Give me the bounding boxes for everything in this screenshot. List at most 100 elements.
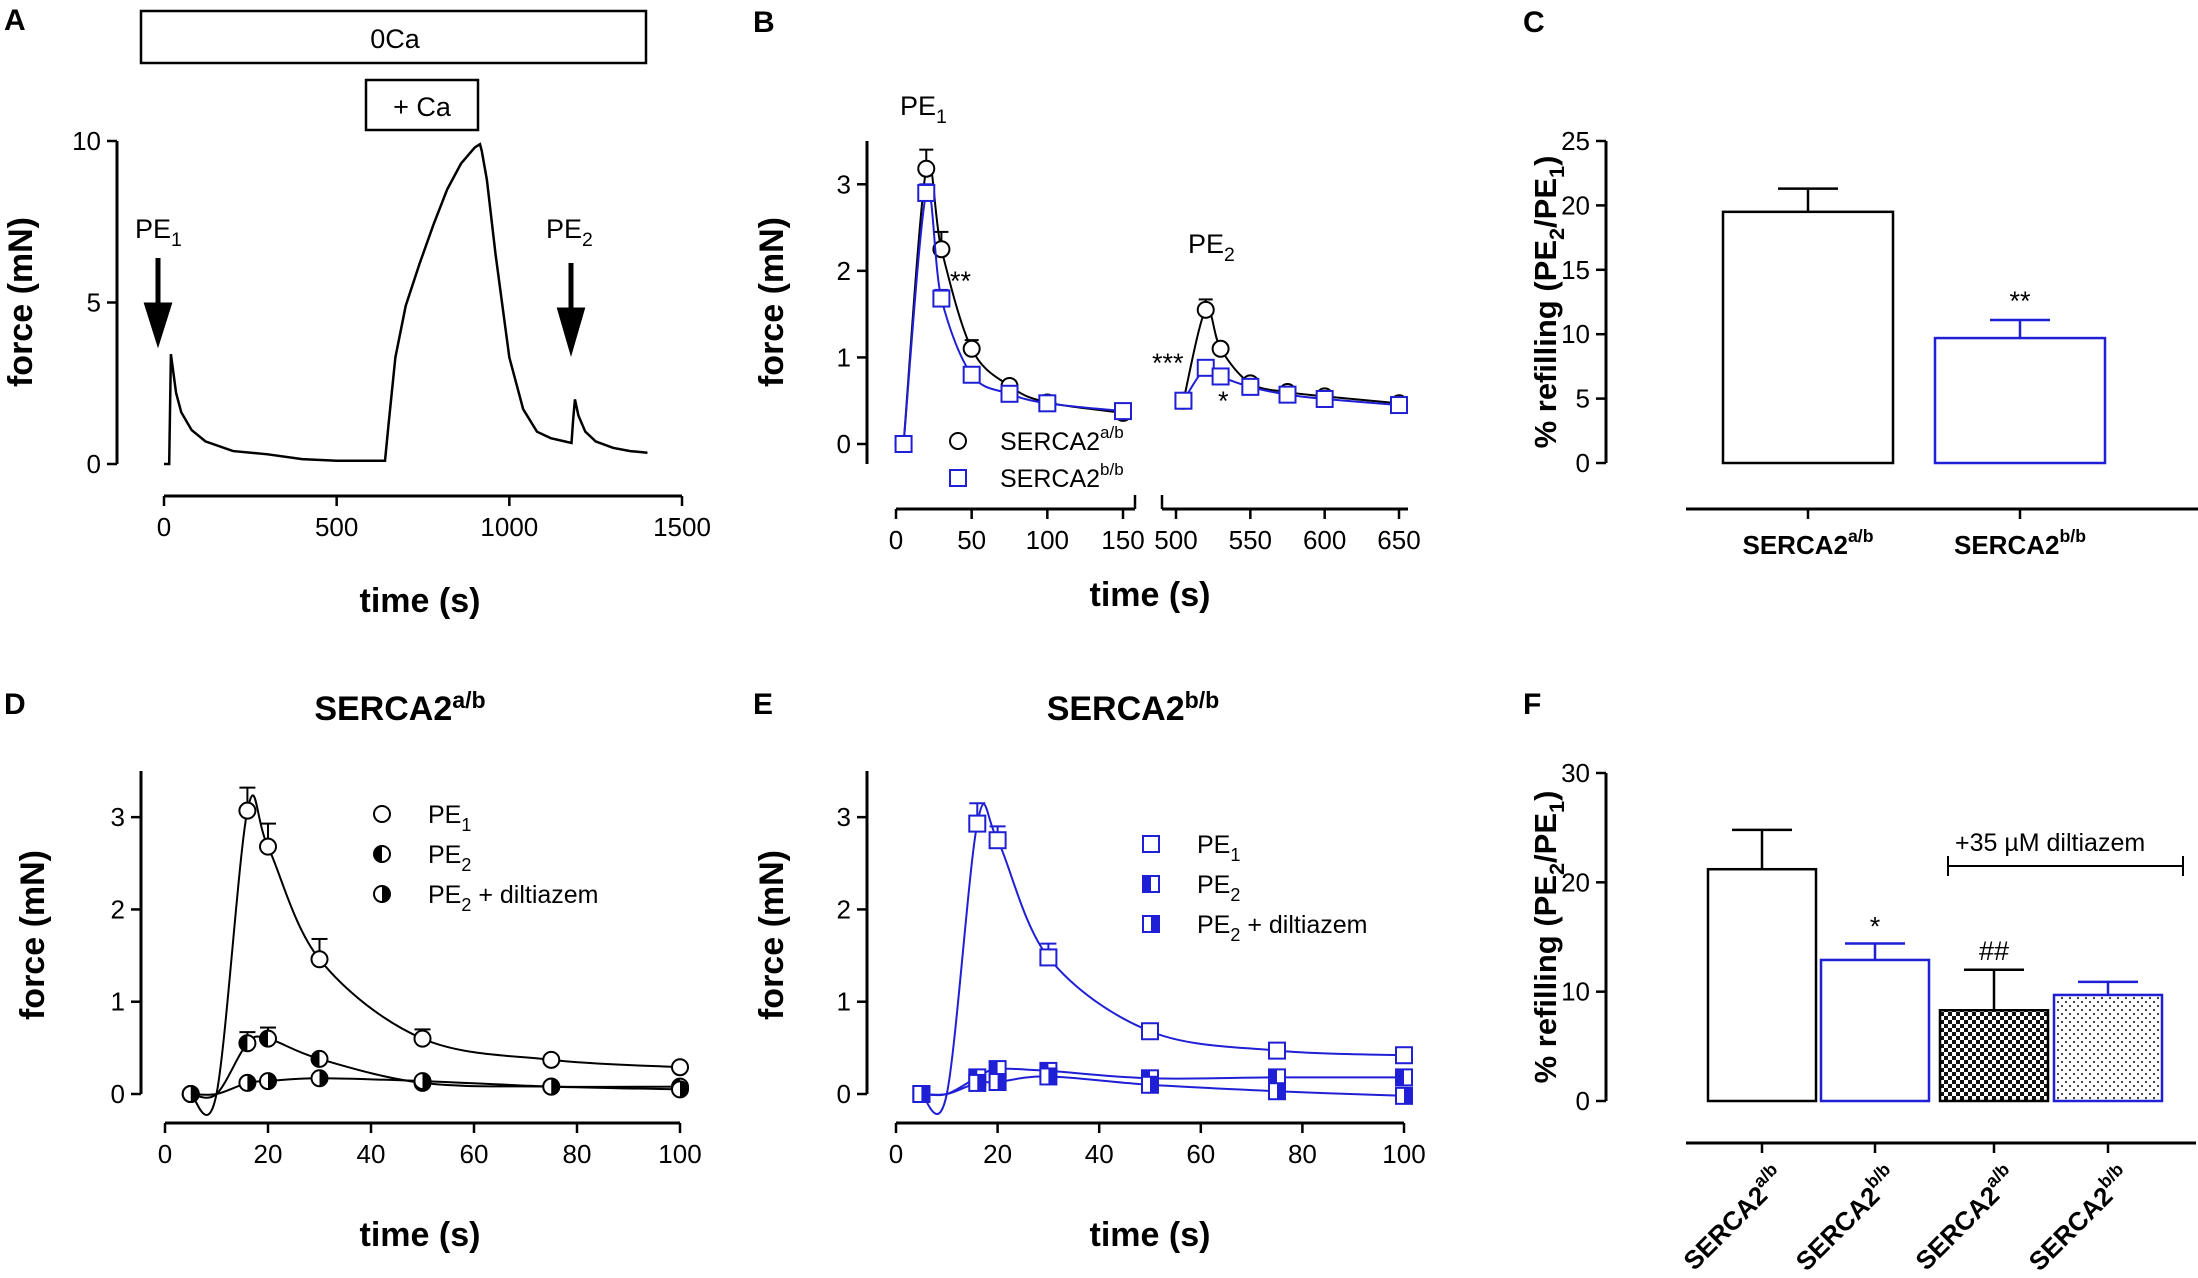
data-point (542, 1050, 561, 1069)
label-base: PE (428, 801, 461, 829)
x-tick-label: 40 (357, 1139, 386, 1169)
label-part: % refilling (PE (1528, 240, 1563, 448)
x-tick-label: 0 (157, 512, 171, 542)
marker-fill (551, 1078, 560, 1095)
b-data-point (1278, 385, 1297, 404)
b-data-point (962, 339, 981, 358)
marker-fill (382, 886, 390, 902)
data-point (1039, 948, 1058, 967)
category-label: SERCA2b/b (1787, 1159, 1905, 1277)
data-point (259, 1072, 277, 1091)
data-point (259, 837, 277, 856)
label-base: SERCA2 (1000, 465, 1100, 493)
y-tick-label: 0 (1576, 448, 1590, 478)
bar (2052, 993, 2164, 1103)
data-point (1141, 1022, 1159, 1041)
data-point (988, 831, 1007, 850)
label-part: /PE (1528, 178, 1563, 228)
label-base: PE (428, 841, 461, 869)
b-data-point (1038, 394, 1057, 413)
y-tick-label: 0 (1576, 1086, 1590, 1116)
category-label: SERCA2b/b (2020, 1159, 2138, 1277)
label-subscript: 1 (1230, 845, 1240, 865)
label-superscript: a/b (452, 687, 485, 713)
b-curve-left (902, 188, 1124, 445)
panel-label-c: C (1523, 6, 1545, 39)
fit-curve (189, 794, 681, 1116)
label-base: SERCA2 (1047, 690, 1185, 728)
marker-fill (977, 1074, 986, 1091)
b-sig-pe2-a: *** (1152, 348, 1184, 378)
d-title: SERCA2a/b (314, 687, 485, 728)
x-tick-label: 100 (1026, 525, 1069, 555)
b-data-point (1211, 339, 1230, 358)
y-tick-label: 0 (837, 1079, 851, 1109)
y-tick-label: 3 (837, 802, 851, 832)
b-data-point (1174, 391, 1193, 410)
legend-marker (1142, 875, 1160, 893)
legend-label: PE2 (1197, 871, 1240, 905)
x-tick-label: 60 (1186, 1139, 1215, 1169)
label-base: PE (1197, 911, 1230, 939)
label-part: ) (1528, 156, 1563, 166)
data-point (238, 1073, 257, 1092)
label-base: PE (900, 91, 936, 121)
y-tick-label: 1 (837, 987, 851, 1017)
a-pe2-arrow (556, 263, 586, 357)
x-tick-label: 550 (1229, 525, 1272, 555)
y-tick-label: 5 (1576, 384, 1590, 414)
marker-fill (989, 1061, 998, 1078)
data-point (968, 814, 987, 833)
x-tick-label: 0 (889, 1139, 903, 1169)
series-2 (181, 1069, 689, 1103)
c-sig-label: ** (2009, 286, 2031, 316)
b-legend-marker (949, 432, 967, 450)
y-tick-label: 30 (1561, 758, 1590, 788)
marker-fill (268, 1073, 276, 1090)
b-sig-pe2-b: * (1218, 386, 1229, 416)
panel-label-a: A (4, 4, 26, 37)
legend-marker (373, 805, 391, 823)
fit-curve (920, 803, 1405, 1115)
f-diltiazem-label: +35 µM diltiazem (1955, 829, 2145, 857)
panel-label-b: B (753, 6, 775, 39)
b-legend-label: SERCA2a/b (1000, 423, 1124, 456)
y-tick-label: 20 (1561, 867, 1590, 897)
marker-fill (247, 1074, 256, 1091)
legend-marker (1142, 835, 1160, 853)
f-sig-star: * (1870, 912, 1881, 942)
bar-0ca (139, 9, 648, 65)
label-subscript: 1 (936, 106, 947, 128)
b-data-point (932, 289, 951, 308)
label-base: SERCA2 (2023, 1181, 2119, 1277)
legend-marker (373, 845, 391, 863)
data-point (310, 1069, 329, 1088)
x-tick-label: 1500 (653, 512, 711, 542)
label-subscript: 2 (1230, 885, 1240, 905)
marker-fill (1396, 1069, 1404, 1086)
panel-label-d: D (4, 688, 26, 721)
bar (1819, 958, 1931, 1103)
b-series-1 (894, 183, 1408, 453)
data-point (310, 1049, 329, 1068)
marker-fill (1277, 1083, 1285, 1100)
x-tick-label: 40 (1085, 1139, 1114, 1169)
y-tick-label: 2 (111, 894, 125, 924)
marker-fill (260, 1030, 268, 1047)
label-part: 1 (1544, 801, 1569, 813)
data-point (413, 1072, 432, 1091)
y-tick-label: 1 (111, 987, 125, 1017)
label-part: % refilling (PE (1528, 875, 1563, 1083)
label-subscript: 1 (461, 815, 471, 835)
x-tick-label: 20 (983, 1139, 1012, 1169)
label-subscript: 1 (171, 229, 182, 251)
marker-fill (1143, 876, 1151, 892)
b-data-point (932, 240, 951, 259)
e-x-axis-label: time (s) (1090, 1216, 1211, 1254)
b-data-point (1241, 377, 1260, 396)
marker-fill (1404, 1087, 1412, 1104)
category-label: SERCA2a/b (1907, 1159, 2024, 1276)
b-data-point (1114, 402, 1132, 421)
x-tick-label: 150 (1101, 525, 1144, 555)
